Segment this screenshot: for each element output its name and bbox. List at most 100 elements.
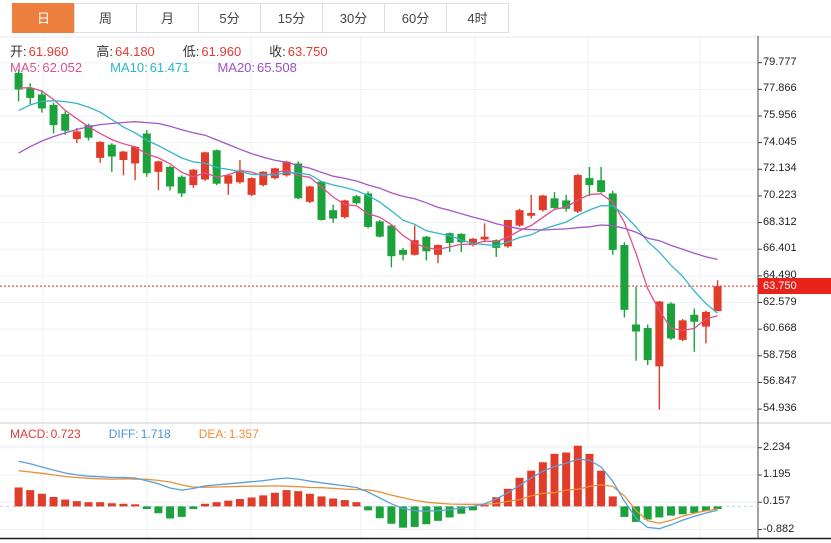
price-axis-label: 77.866	[763, 82, 797, 95]
macd-axis-label: 2.234	[763, 440, 791, 453]
price-axis-label: 56.847	[763, 375, 797, 388]
macd-hist-bar	[119, 503, 128, 507]
candle-body	[562, 200, 571, 209]
tab-period-月[interactable]: 月	[136, 3, 199, 33]
candle-body	[468, 238, 477, 246]
price-axis-label: 64.490	[763, 268, 797, 281]
candle-body	[14, 72, 23, 90]
macd-hist-bar	[305, 493, 314, 507]
tab-period-5分[interactable]: 5分	[198, 3, 261, 33]
macd-hist-bar	[632, 506, 641, 522]
macd-hist-bar	[177, 506, 186, 517]
macd-legend: MACD: 0.723 DIFF: 1.718 DEA: 1.357	[10, 427, 287, 441]
candle-body	[422, 236, 431, 252]
macd-hist-bar	[655, 506, 664, 518]
candle-body	[84, 125, 93, 138]
candle-body	[503, 219, 512, 247]
legend-item: DEA: 1.357	[198, 427, 259, 441]
candle-body	[690, 314, 699, 322]
macd-hist-bar	[538, 462, 547, 507]
macd-hist-bar	[492, 497, 501, 507]
macd-hist-bar	[49, 496, 58, 507]
macd-hist-bar	[352, 502, 361, 507]
price-axis-label: 62.579	[763, 295, 797, 308]
legend-item: MACD: 0.723	[10, 427, 81, 441]
legend-item: 低: 61.960	[182, 44, 242, 59]
candle-body	[107, 144, 116, 157]
ma10-line	[18, 100, 719, 314]
candle-body	[445, 233, 454, 243]
legend-item: DIFF: 1.718	[108, 427, 171, 441]
candle-body	[49, 104, 58, 126]
ohlc-legend: 开: 61.960 高: 64.180 低: 61.960 收: 63.750	[10, 41, 356, 60]
tab-period-周[interactable]: 周	[74, 3, 137, 33]
macd-hist-bar	[620, 506, 629, 517]
candle-body	[26, 88, 35, 98]
tab-period-日[interactable]: 日	[12, 3, 75, 33]
macd-hist-bar	[14, 487, 23, 507]
macd-axis-label: -0.882	[763, 522, 795, 535]
macd-hist-bar	[259, 495, 268, 507]
macd-axis-label: 1.195	[763, 468, 791, 480]
tab-period-60分[interactable]: 60分	[384, 3, 447, 33]
candle-body	[364, 193, 373, 227]
tab-period-30分[interactable]: 30分	[322, 3, 385, 33]
macd-hist-bar	[317, 496, 326, 507]
candle-body	[259, 171, 268, 186]
macd-hist-bar	[527, 470, 536, 507]
candle-body	[317, 181, 326, 220]
macd-hist-bar	[550, 453, 559, 507]
candle-body	[177, 176, 186, 194]
macd-hist-bar	[422, 506, 431, 525]
macd-hist-bar	[235, 499, 244, 507]
price-axis-label: 72.134	[763, 162, 797, 175]
tab-period-15分[interactable]: 15分	[260, 3, 323, 33]
candle-body	[515, 210, 524, 226]
macd-hist-bar	[387, 506, 396, 524]
price-axis-label: 54.936	[763, 402, 797, 415]
candle-body	[399, 249, 408, 255]
macd-hist-bar	[503, 488, 512, 507]
price-axis-label: 60.668	[763, 322, 797, 335]
candle-body	[201, 152, 209, 180]
price-axis-label: 74.045	[763, 135, 797, 148]
candle-body	[154, 161, 163, 172]
macd-hist-bar	[270, 492, 279, 507]
candle-body	[224, 175, 233, 184]
macd-hist-bar	[585, 453, 594, 507]
macd-hist-bar	[154, 506, 163, 514]
price-axis-label: 75.956	[763, 108, 797, 121]
macd-hist-bar	[480, 505, 489, 507]
candle-body	[608, 193, 617, 250]
candle-body	[235, 171, 244, 183]
macd-hist-bar	[468, 506, 477, 511]
legend-item: 高: 64.180	[96, 44, 155, 59]
macd-hist-bar	[142, 506, 151, 510]
macd-hist-bar	[84, 502, 93, 507]
legend-item: 开: 61.960	[10, 44, 69, 59]
macd-hist-bar	[201, 503, 209, 507]
macd-hist-bar	[189, 506, 198, 510]
ma20-line	[18, 121, 718, 261]
candle-body	[457, 233, 466, 243]
candle-body	[643, 328, 652, 361]
macd-hist-bar	[713, 506, 722, 510]
candle-body	[340, 200, 349, 218]
macd-hist-bar	[562, 452, 571, 507]
macd-hist-bar	[643, 506, 652, 520]
macd-hist-bar	[340, 500, 349, 507]
macd-hist-bar	[224, 500, 233, 507]
price-axis-label: 68.312	[763, 215, 797, 228]
macd-hist-bar	[678, 506, 687, 515]
macd-hist-bar	[445, 506, 454, 518]
candle-body	[632, 324, 641, 332]
price-axis-label: 58.758	[763, 348, 797, 361]
macd-hist-bar	[294, 491, 303, 507]
candle-body	[375, 221, 384, 237]
candle-body	[667, 303, 675, 339]
macd-hist-bar	[72, 501, 81, 507]
tab-period-4时[interactable]: 4时	[446, 3, 509, 33]
macd-hist-bar	[131, 504, 140, 507]
candle-body	[620, 245, 629, 310]
